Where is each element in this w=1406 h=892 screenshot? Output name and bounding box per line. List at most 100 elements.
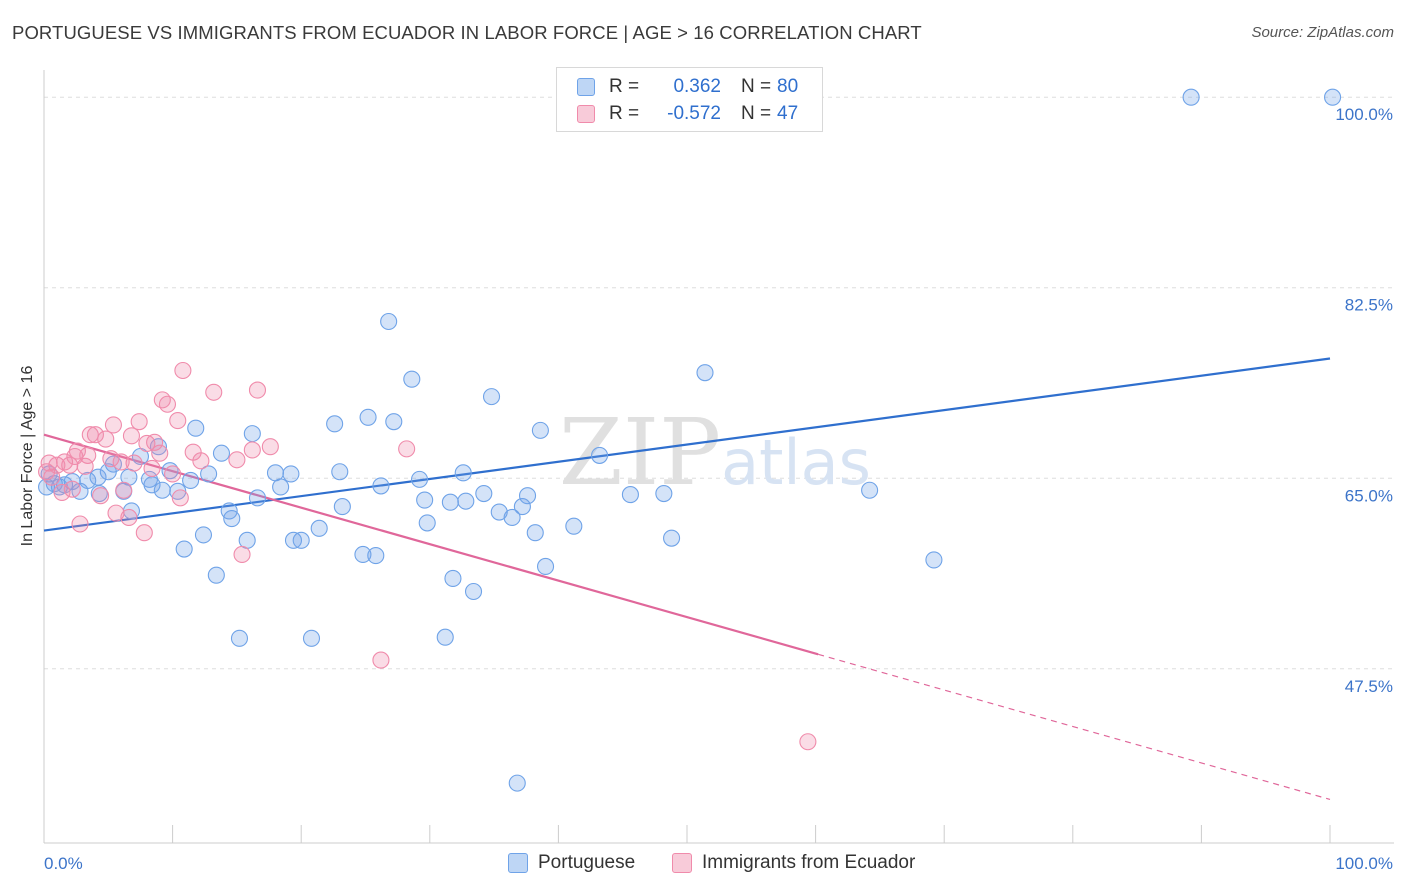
point-portuguese xyxy=(490,503,508,521)
point-portuguese xyxy=(621,486,639,504)
point-ecuador xyxy=(56,453,74,471)
point-ecuador xyxy=(102,450,120,468)
point-ecuador xyxy=(171,489,189,507)
point-portuguese xyxy=(182,471,200,490)
point-portuguese xyxy=(282,465,300,483)
point-ecuador xyxy=(151,444,169,462)
point-portuguese xyxy=(1324,88,1342,106)
point-ecuador xyxy=(799,733,817,751)
legend-n-label: N = xyxy=(741,76,772,97)
point-ecuador xyxy=(79,446,97,464)
legend-swatch-portuguese xyxy=(577,78,595,96)
point-ecuador xyxy=(122,427,140,445)
point-ecuador xyxy=(261,438,279,456)
legend-n-value-portuguese: 80 xyxy=(777,76,799,97)
point-portuguese xyxy=(565,517,583,535)
trend-line-portuguese xyxy=(43,357,1331,532)
point-ecuador xyxy=(115,481,133,499)
point-portuguese xyxy=(161,462,179,480)
y-tick-label: 65.0% xyxy=(1345,486,1393,505)
correlation-legend: R = 0.362 N = 80 R = -0.572 N = 47 xyxy=(556,67,823,132)
point-ecuador xyxy=(68,442,86,460)
point-ecuador xyxy=(71,515,89,533)
legend-n-label: N = xyxy=(741,103,772,124)
point-portuguese xyxy=(513,498,531,516)
point-portuguese xyxy=(696,364,714,382)
point-portuguese xyxy=(175,540,193,558)
point-portuguese xyxy=(367,547,385,565)
y-tick-label: 82.5% xyxy=(1345,296,1393,315)
point-ecuador xyxy=(81,426,99,444)
legend-n-value-ecuador: 47 xyxy=(777,103,799,124)
x-tick-label-max: 100.0% xyxy=(1335,854,1393,873)
x-tick-label-min: 0.0% xyxy=(44,854,83,873)
point-portuguese xyxy=(925,551,943,569)
point-ecuador xyxy=(120,508,138,527)
point-portuguese xyxy=(518,487,537,505)
point-portuguese xyxy=(238,531,256,549)
point-portuguese xyxy=(248,489,267,507)
bottom-legend-label-ecuador: Immigrants from Ecuador xyxy=(702,852,916,873)
point-portuguese xyxy=(212,444,231,462)
point-portuguese xyxy=(331,463,349,481)
point-portuguese xyxy=(272,478,290,496)
point-ecuador xyxy=(63,480,81,498)
point-portuguese xyxy=(359,408,377,426)
point-ecuador xyxy=(112,453,130,471)
point-ecuador xyxy=(143,459,161,478)
bottom-legend-portuguese: Portuguese xyxy=(508,852,635,874)
point-portuguese xyxy=(663,529,681,547)
source-credit: Source: ZipAtlas.com xyxy=(1251,24,1394,41)
point-ecuador xyxy=(86,426,104,444)
point-portuguese xyxy=(380,312,398,331)
legend-swatch-ecuador xyxy=(577,105,595,123)
point-ecuador xyxy=(125,454,143,472)
legend-r-label: R = xyxy=(609,103,640,124)
point-portuguese xyxy=(207,566,225,584)
point-ecuador xyxy=(243,441,261,459)
point-portuguese xyxy=(333,498,351,516)
point-ecuador xyxy=(76,457,94,475)
point-portuguese xyxy=(292,531,310,549)
point-ecuador xyxy=(130,413,148,431)
point-ecuador xyxy=(164,465,182,483)
point-portuguese xyxy=(444,569,462,587)
point-portuguese xyxy=(526,524,544,542)
watermark-zip: ZIP xyxy=(559,399,721,506)
y-tick-label: 47.5% xyxy=(1345,677,1393,696)
point-portuguese xyxy=(385,413,403,431)
point-ecuador xyxy=(233,545,251,564)
point-portuguese xyxy=(503,508,521,527)
point-portuguese xyxy=(223,510,241,528)
watermark-atlas: atlas xyxy=(721,426,871,499)
point-portuguese xyxy=(302,629,321,647)
point-ecuador xyxy=(398,440,416,458)
point-portuguese xyxy=(475,484,493,503)
point-portuguese xyxy=(655,484,673,503)
point-ecuador xyxy=(372,651,390,669)
point-portuguese xyxy=(372,477,390,495)
legend-row-ecuador: R = -0.572 N = 47 xyxy=(577,101,798,127)
chart-title: PORTUGUESE VS IMMIGRANTS FROM ECUADOR IN… xyxy=(12,22,922,43)
point-ecuador xyxy=(92,487,110,505)
y-tick-label: 100.0% xyxy=(1335,105,1393,124)
point-portuguese xyxy=(410,470,429,488)
point-portuguese xyxy=(153,481,171,499)
point-portuguese xyxy=(418,514,436,532)
legend-r-label: R = xyxy=(609,76,640,97)
point-ecuador xyxy=(104,416,122,434)
point-ecuador xyxy=(135,524,153,542)
point-ecuador xyxy=(146,433,164,451)
point-portuguese xyxy=(326,415,344,433)
point-portuguese xyxy=(457,492,475,510)
point-ecuador xyxy=(248,381,267,399)
point-ecuador xyxy=(205,383,223,401)
point-portuguese xyxy=(187,419,205,437)
point-ecuador xyxy=(53,483,71,501)
point-portuguese xyxy=(266,464,285,482)
point-portuguese xyxy=(194,526,213,544)
point-ecuador xyxy=(174,361,192,380)
point-portuguese xyxy=(1182,88,1200,106)
point-portuguese xyxy=(436,628,454,646)
